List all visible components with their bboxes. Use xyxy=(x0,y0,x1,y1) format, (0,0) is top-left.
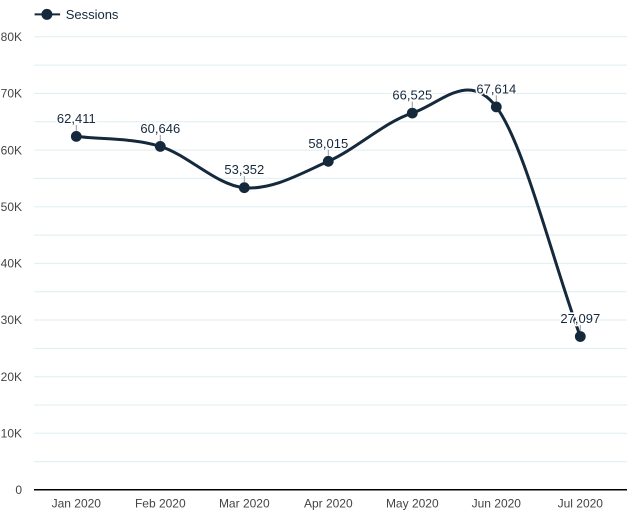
svg-text:Feb 2020: Feb 2020 xyxy=(135,497,186,511)
svg-text:67,614: 67,614 xyxy=(476,81,516,96)
svg-text:Apr 2020: Apr 2020 xyxy=(304,497,353,511)
svg-text:30K: 30K xyxy=(1,313,22,327)
svg-text:May 2020: May 2020 xyxy=(386,497,439,511)
svg-text:27,097: 27,097 xyxy=(560,311,600,326)
svg-text:10K: 10K xyxy=(1,427,22,441)
svg-text:Jul 2020: Jul 2020 xyxy=(558,497,604,511)
svg-text:60,646: 60,646 xyxy=(140,121,180,136)
svg-text:20K: 20K xyxy=(1,370,22,384)
svg-text:60K: 60K xyxy=(1,143,22,157)
svg-text:80K: 80K xyxy=(1,30,22,44)
svg-text:0: 0 xyxy=(15,483,22,497)
svg-text:Sessions: Sessions xyxy=(66,7,119,22)
svg-text:Mar 2020: Mar 2020 xyxy=(219,497,270,511)
svg-text:40K: 40K xyxy=(1,257,22,271)
svg-text:53,352: 53,352 xyxy=(224,162,264,177)
svg-text:Jun 2020: Jun 2020 xyxy=(472,497,522,511)
svg-text:58,015: 58,015 xyxy=(308,136,348,151)
svg-text:62,411: 62,411 xyxy=(57,111,96,126)
svg-text:70K: 70K xyxy=(1,87,22,101)
svg-text:66,525: 66,525 xyxy=(392,88,432,103)
svg-text:50K: 50K xyxy=(1,200,22,214)
svg-text:Jan 2020: Jan 2020 xyxy=(52,497,102,511)
